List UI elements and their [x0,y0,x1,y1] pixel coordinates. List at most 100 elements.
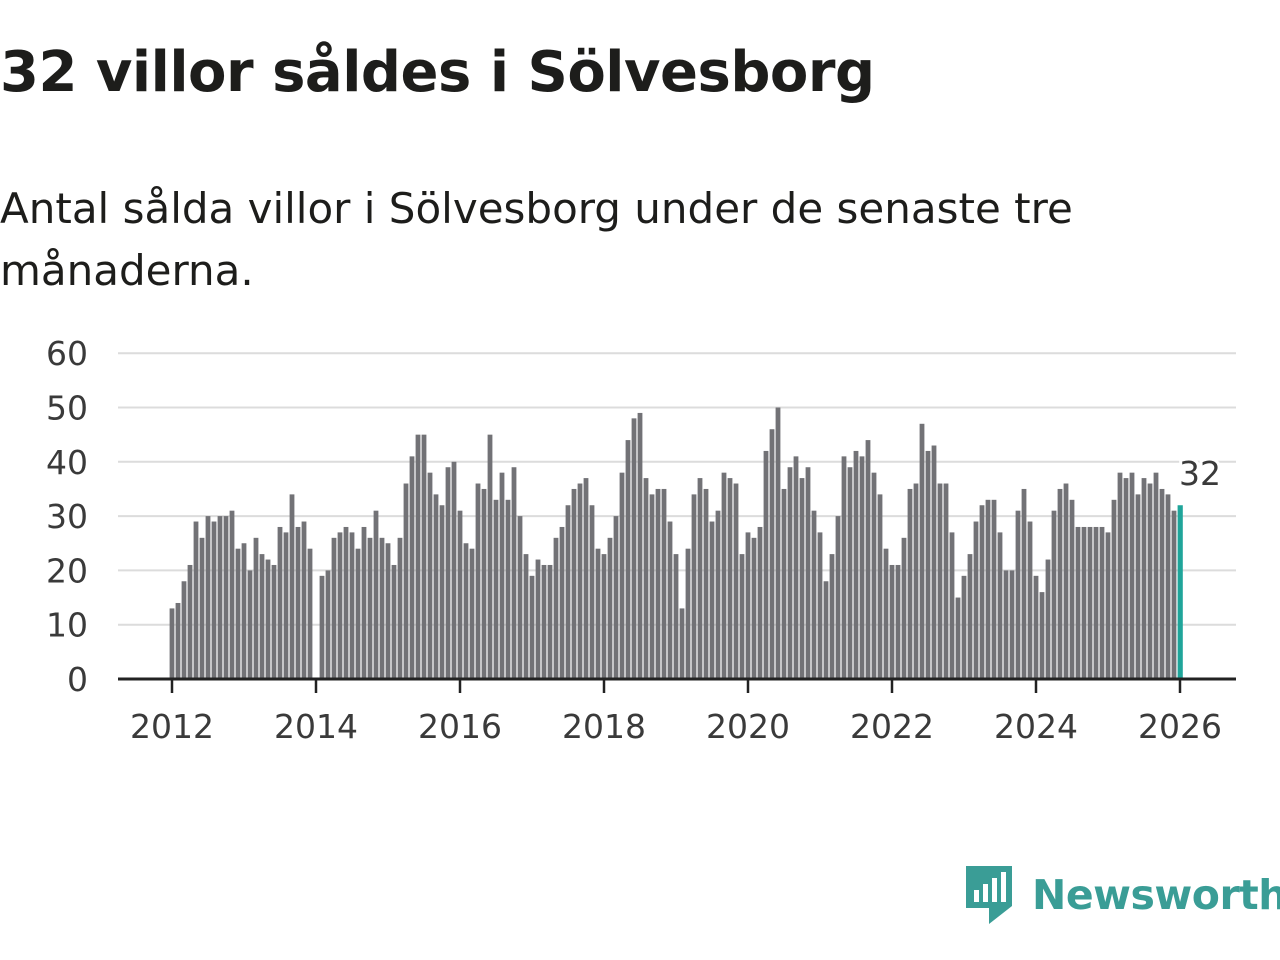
bar [247,570,253,679]
bar [277,526,283,679]
bar [541,564,547,679]
bar [589,505,595,679]
y-tick-label: 20 [46,551,88,590]
bar [385,543,391,679]
bar [745,532,751,679]
bar [679,608,685,679]
bar [373,510,379,679]
bar [517,516,523,679]
bar [1009,570,1015,679]
bar [1135,494,1141,679]
bar [949,532,955,679]
bar [181,581,187,679]
bar [793,456,799,679]
bar [619,472,625,679]
bar [595,548,601,679]
bar [733,483,739,679]
bar [397,537,403,679]
bar [823,581,829,679]
bar [631,418,637,679]
bar [475,483,481,679]
bar [469,548,475,679]
bar [979,505,985,679]
bar [1147,483,1153,679]
y-tick-label: 0 [67,660,88,699]
bar [193,521,199,679]
bar [709,521,715,679]
bar [253,537,259,679]
brand-name: Newsworthy [1032,871,1280,919]
bar [169,608,175,679]
bar [811,510,817,679]
bar [1051,510,1057,679]
bar [1003,570,1009,679]
bar [427,472,433,679]
bar [571,488,577,679]
bar [553,537,559,679]
bar [1141,478,1147,679]
bar [781,488,787,679]
bar [1063,483,1069,679]
bar [535,559,541,679]
bar [409,456,415,679]
bar [361,526,367,679]
bar [415,434,421,679]
bar [529,575,535,679]
bar [289,494,295,679]
bar [847,467,853,679]
bar [1015,510,1021,679]
bar [379,537,385,679]
bar [973,521,979,679]
bar [943,483,949,679]
bar [199,537,205,679]
bar [481,488,487,679]
bar [523,554,529,679]
bar [337,532,343,679]
bar [235,548,241,679]
bar [1123,478,1129,679]
bar [301,521,307,679]
chart-title: 32 villor såldes i Sölvesborg [0,40,875,105]
y-axis-ticks: 0 10 20 30 40 50 60 [46,334,88,699]
bar [1093,526,1099,679]
bar [211,521,217,679]
bar [343,526,349,679]
newsworthy-logo-icon [966,866,1012,924]
bar [925,450,931,679]
bar [565,505,571,679]
bar [829,554,835,679]
bar [367,537,373,679]
x-tick-label: 2022 [850,707,934,746]
bar [295,526,301,679]
bar [421,434,427,679]
bar [955,597,961,679]
bar [961,575,967,679]
bar [757,526,763,679]
bar [433,494,439,679]
bar [805,467,811,679]
bar [907,488,913,679]
bar [499,472,505,679]
bar [913,483,919,679]
bar [505,499,511,679]
bar [799,478,805,679]
bar [721,472,727,679]
bar [1027,521,1033,679]
bar [265,559,271,679]
x-tick-label: 2018 [562,707,646,746]
bar [997,532,1003,679]
bar [445,467,451,679]
newsworthy-logo: Newsworthy [964,864,1280,926]
bar-highlight [1177,505,1183,679]
bar [1069,499,1075,679]
bar [1075,526,1081,679]
bar [877,494,883,679]
bar [985,499,991,679]
y-tick-label: 40 [46,443,88,482]
bar [1105,532,1111,679]
x-tick-label: 2012 [130,707,214,746]
bar [559,526,565,679]
x-tick-label: 2014 [274,707,358,746]
bar [1159,488,1165,679]
y-tick-label: 50 [46,389,88,428]
